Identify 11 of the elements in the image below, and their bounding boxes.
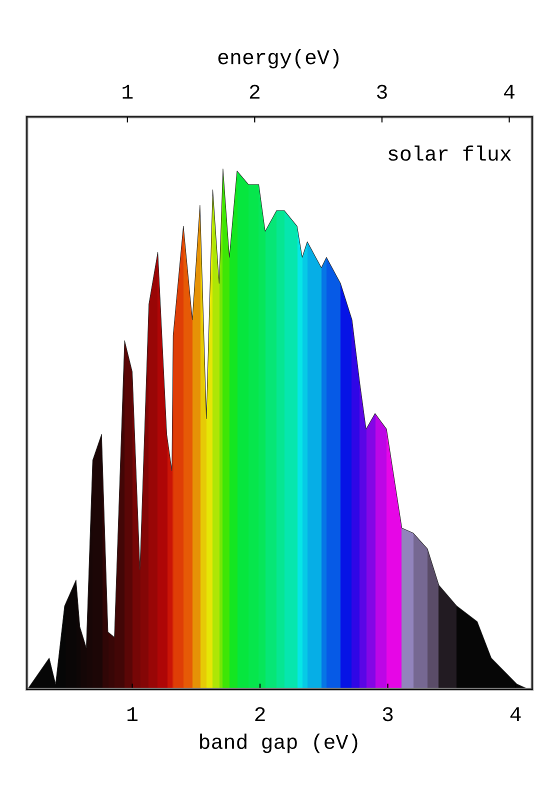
text: solar flux — [388, 145, 511, 161]
x-tick-label: 3 — [382, 707, 393, 722]
x-tick-label: 1 — [128, 707, 138, 722]
x2-axis-title: energy(eV) — [218, 49, 339, 68]
x-axis-title: band gap (eV) — [200, 734, 358, 754]
x2-tick-label: 3 — [377, 84, 387, 99]
x2-tick-label: 2 — [250, 84, 260, 99]
x2-tick-label: 4 — [504, 84, 514, 99]
x-tick-label: 4 — [510, 707, 521, 722]
x2-tick-label: 1 — [122, 84, 133, 99]
x-tick-label: 2 — [255, 707, 265, 722]
